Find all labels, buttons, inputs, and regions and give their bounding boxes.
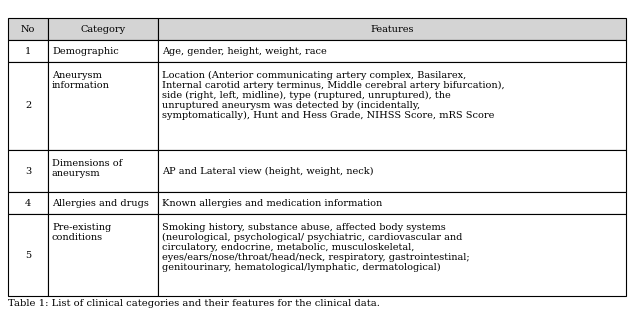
Text: eyes/ears/nose/throat/head/neck, respiratory, gastrointestinal;: eyes/ears/nose/throat/head/neck, respira… xyxy=(162,253,470,262)
Text: unruptured aneurysm was detected by (incidentally,: unruptured aneurysm was detected by (inc… xyxy=(162,101,420,110)
Text: Table 1: List of clinical categories and their features for the clinical data.: Table 1: List of clinical categories and… xyxy=(8,299,380,308)
Text: side (right, left, midline), type (ruptured, unruptured), the: side (right, left, midline), type (ruptu… xyxy=(162,91,451,100)
Text: circulatory, endocrine, metabolic, musculoskeletal,: circulatory, endocrine, metabolic, muscu… xyxy=(162,243,414,252)
Bar xyxy=(8,192,48,214)
Text: 1: 1 xyxy=(25,46,31,56)
Text: Location (Anterior communicating artery complex, Basilarex,: Location (Anterior communicating artery … xyxy=(162,71,467,80)
Bar xyxy=(158,18,626,40)
Text: Pre-existing: Pre-existing xyxy=(52,223,111,232)
Text: Allergies and drugs: Allergies and drugs xyxy=(52,199,149,207)
Text: conditions: conditions xyxy=(52,233,103,242)
Text: Demographic: Demographic xyxy=(52,46,119,56)
Bar xyxy=(48,18,158,40)
Bar xyxy=(158,62,626,150)
Text: 3: 3 xyxy=(25,166,31,176)
Bar xyxy=(48,62,158,150)
Text: Smoking history, substance abuse, affected body systems: Smoking history, substance abuse, affect… xyxy=(162,223,445,232)
Bar xyxy=(48,192,158,214)
Text: aneurysm: aneurysm xyxy=(52,169,100,178)
Text: Dimensions of: Dimensions of xyxy=(52,159,122,168)
Text: Category: Category xyxy=(81,24,125,33)
Text: 5: 5 xyxy=(25,251,31,259)
Text: symptomatically), Hunt and Hess Grade, NIHSS Score, mRS Score: symptomatically), Hunt and Hess Grade, N… xyxy=(162,111,494,120)
Text: Internal carotid artery terminus, Middle cerebral artery bifurcation),: Internal carotid artery terminus, Middle… xyxy=(162,81,504,90)
Text: AP and Lateral view (height, weight, neck): AP and Lateral view (height, weight, nec… xyxy=(162,166,374,176)
Text: (neurological, psychological/ psychiatric, cardiovascular and: (neurological, psychological/ psychiatri… xyxy=(162,233,462,242)
Bar xyxy=(158,192,626,214)
Bar xyxy=(158,40,626,62)
Text: information: information xyxy=(52,81,110,90)
Bar xyxy=(8,150,48,192)
Text: Features: Features xyxy=(371,24,413,33)
Text: Aneurysm: Aneurysm xyxy=(52,71,102,80)
Bar xyxy=(8,40,48,62)
Bar xyxy=(8,62,48,150)
Bar xyxy=(8,214,48,296)
Bar xyxy=(48,214,158,296)
Text: No: No xyxy=(21,24,35,33)
Text: Known allergies and medication information: Known allergies and medication informati… xyxy=(162,199,382,207)
Bar xyxy=(8,18,48,40)
Text: 2: 2 xyxy=(25,101,31,111)
Text: genitourinary, hematological/lymphatic, dermatological): genitourinary, hematological/lymphatic, … xyxy=(162,263,440,272)
Bar xyxy=(48,40,158,62)
Text: Age, gender, height, weight, race: Age, gender, height, weight, race xyxy=(162,46,327,56)
Text: 4: 4 xyxy=(25,199,31,207)
Bar xyxy=(158,150,626,192)
Bar xyxy=(158,214,626,296)
Bar xyxy=(48,150,158,192)
